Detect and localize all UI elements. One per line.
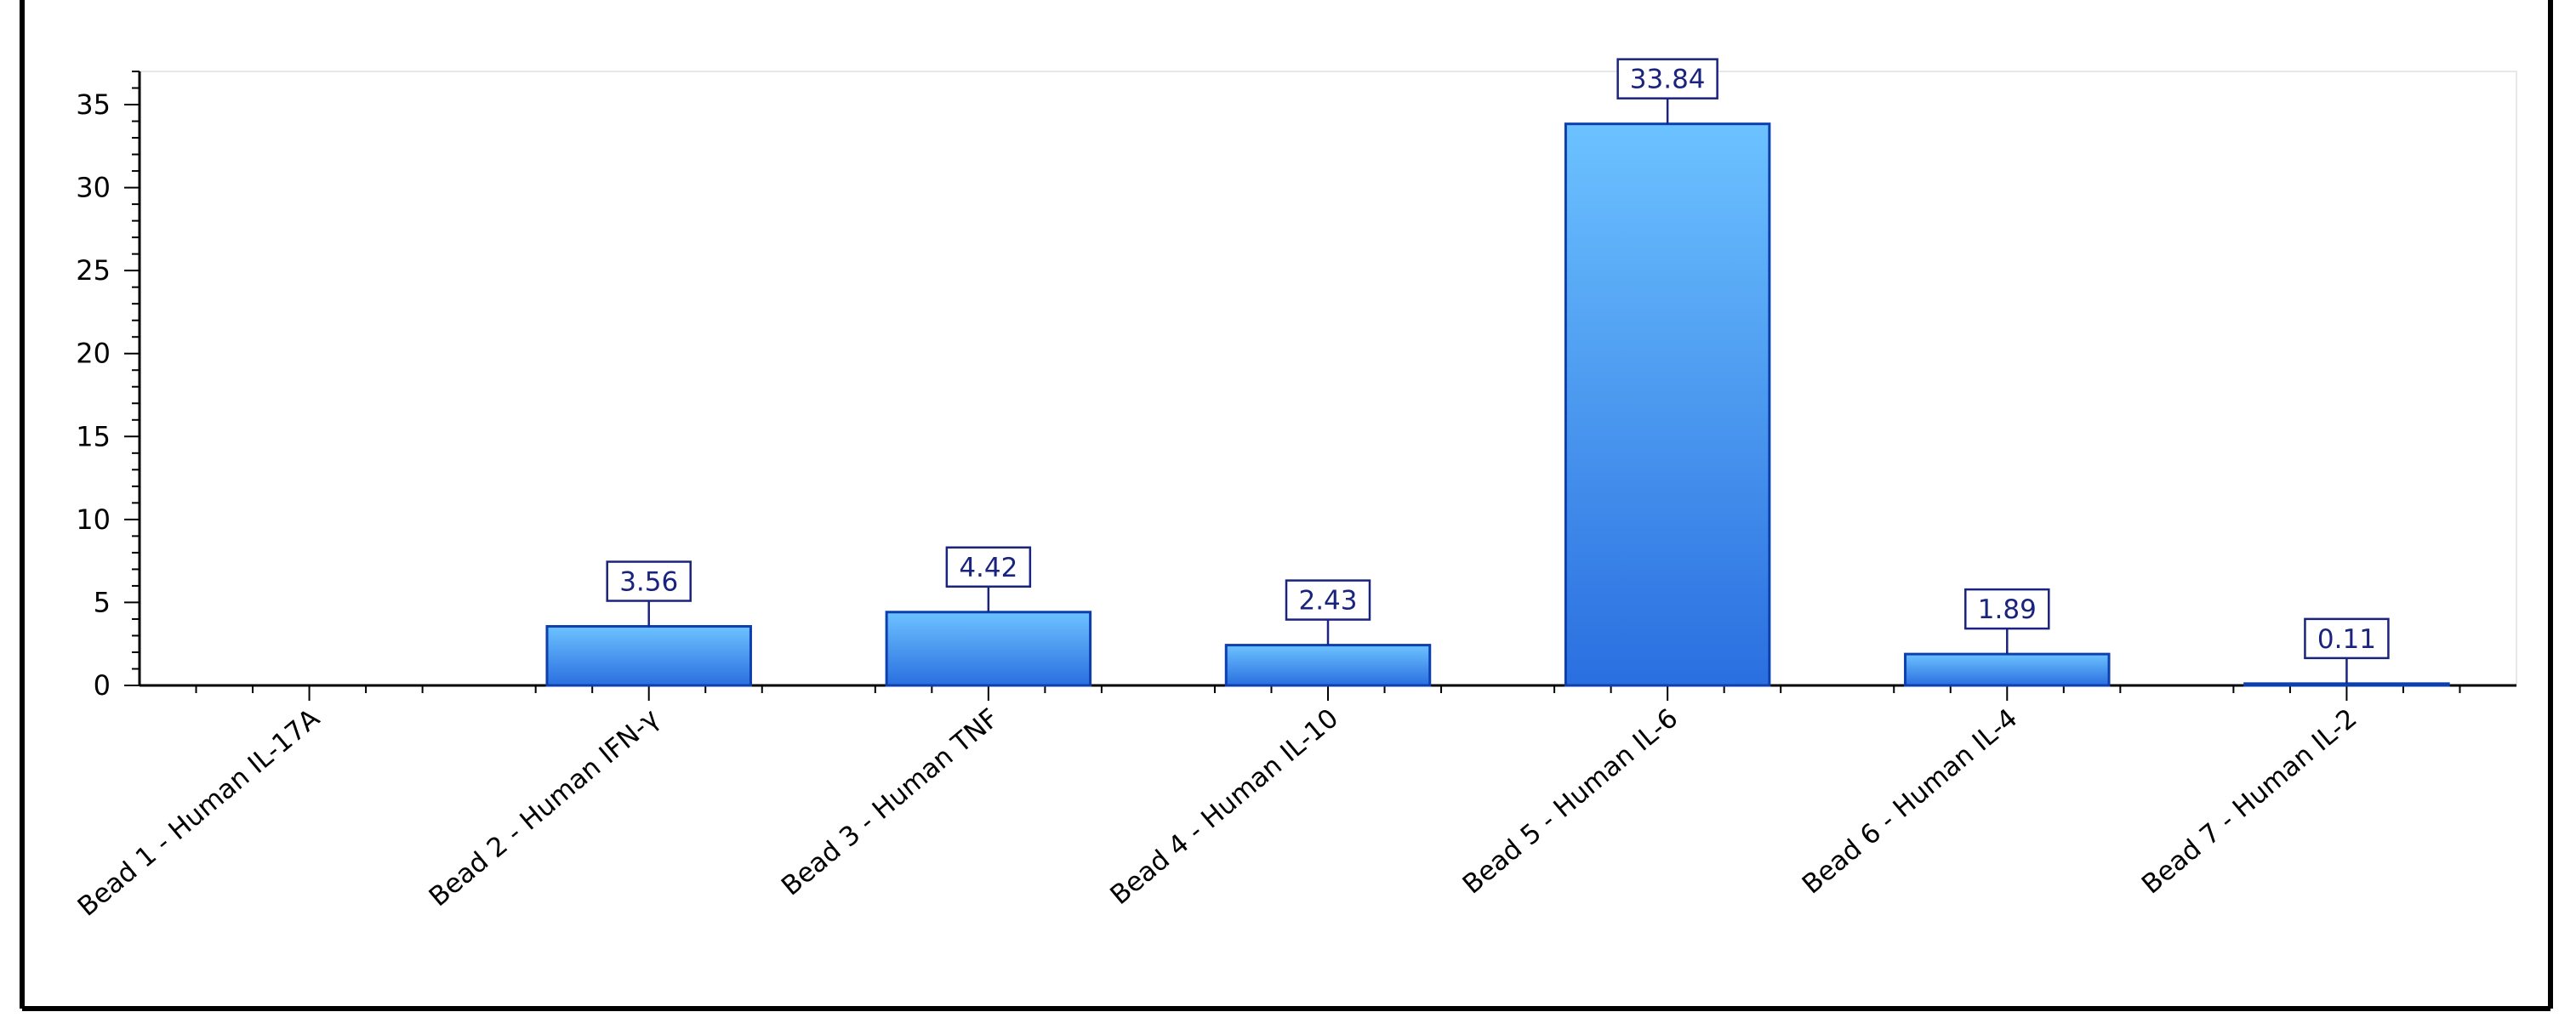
data-label-box [945,546,1032,588]
bar [1564,122,1771,687]
y-tick-label: 25 [76,254,111,287]
x-tick-label: Bead 5 - Human IL-6 [1457,703,1684,901]
x-tick-label: Bead 7 - Human IL-2 [2136,703,2363,901]
data-label-box [1616,58,1718,99]
data-label: 33.84 [1630,65,1706,95]
bar [885,611,1092,687]
bar [1904,652,2111,687]
y-axis: 0 5 10 15 20 25 30 35 [76,71,141,702]
y-tick-label: 20 [76,338,111,370]
x-tick-label: Bead 1 - Human IL-17A [72,703,326,923]
x-tick-label: Bead 6 - Human IL-4 [1797,703,2024,901]
y-tick-label: 30 [76,172,111,204]
data-label: 2.43 [1298,586,1357,617]
bar [1224,644,1432,687]
y-tick-label: 10 [76,503,111,536]
bars [545,122,2450,687]
y-tick-label: 35 [76,88,111,121]
x-tick-label: Bead 2 - Human IFN-γ [424,703,665,913]
data-label-box [606,560,692,602]
x-tick-label: Bead 3 - Human TNF [776,703,1005,902]
y-tick-label: 5 [94,586,111,618]
data-label: 1.89 [1978,594,2037,625]
bar [2243,682,2450,687]
y-tick-label: 0 [94,669,111,702]
data-label-box [1964,588,2050,630]
data-label-box [1285,579,1371,621]
data-label: 4.42 [959,553,1017,583]
bar [545,625,752,687]
data-labels: 3.56 4.42 2.43 33.84 1.89 0.11 [606,58,2390,684]
data-label: 3.56 [619,567,678,598]
x-tick-label: Bead 4 - Human IL-10 [1104,703,1344,912]
data-label-box [2304,617,2390,660]
y-tick-label: 15 [76,420,111,452]
data-label: 0.11 [2317,624,2376,655]
x-axis: Bead 1 - Human IL-17A Bead 2 - Human IFN-… [72,684,2516,923]
